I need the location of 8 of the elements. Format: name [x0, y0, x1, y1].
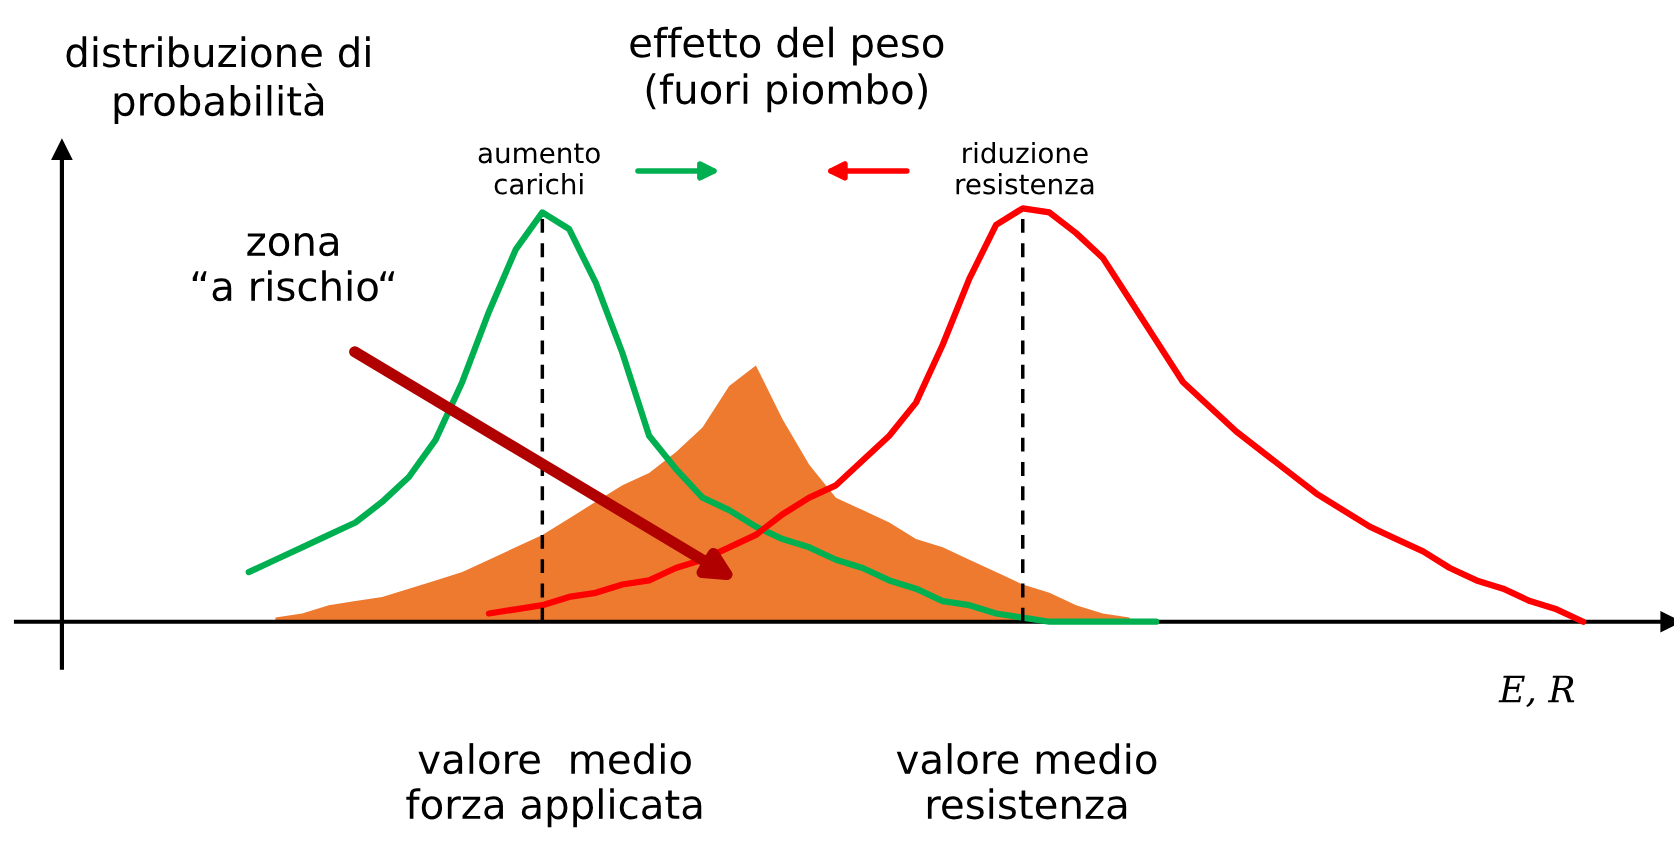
text: valore medio forza applicata	[406, 743, 702, 828]
y-axis-title: distribuzione di probabilità	[66, 36, 370, 124]
text: valore medio resistenza	[896, 743, 1157, 820]
text: aumento carichi	[478, 143, 600, 195]
chart-title: effetto del peso (fuori piombo)	[630, 26, 944, 113]
text: riduzione resistenza	[956, 141, 1094, 195]
annotation: zona “a rischio“	[192, 233, 395, 302]
x-axis-title: E, R	[1498, 675, 1575, 708]
